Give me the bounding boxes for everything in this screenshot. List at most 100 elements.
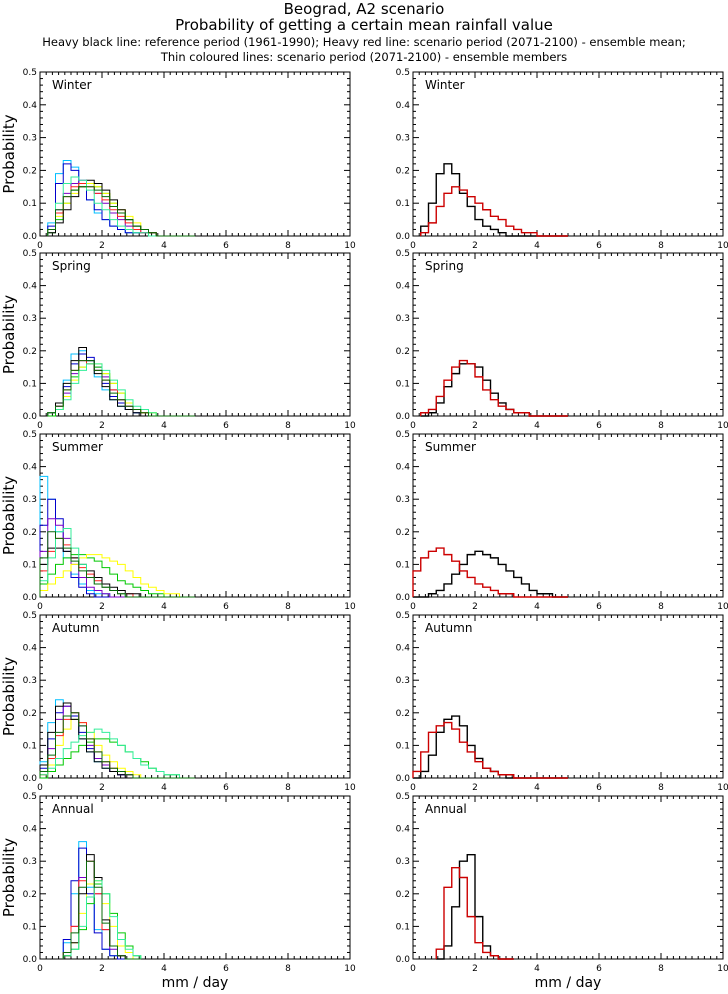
panel-spring-left: 0 2 4 6 8 10 0.0 0.1 0.2 0.3 0.4 0.5 Spring Probabili… [0,249,356,431]
plot-frame [412,252,724,417]
x-tick-label: 2 [472,241,478,251]
x-tick-label: 0 [410,964,416,974]
y-tick-label: 0.0 [23,232,38,242]
member-histogram [47,360,195,417]
panel-winter-right: 0 2 4 6 8 10 0.0 0.1 0.2 0.3 0.4 0.5 Winter [396,68,728,251]
x-tick-label: 0 [410,602,416,612]
x-tick-label: 10 [344,964,356,974]
y-tick-label: 0.1 [23,199,37,209]
y-tick-label: 0.3 [23,857,37,867]
legend-note-line-1: Heavy black line: reference period (1961… [42,35,686,49]
x-tick-label: 10 [717,241,728,251]
x-tick-label: 0 [37,241,43,251]
chart-title: Beograd, A2 scenario [283,0,445,18]
y-tick-label: 0.0 [396,955,411,965]
x-tick-label: 2 [472,602,478,612]
y-tick-label: 0.3 [396,857,410,867]
x-tick-label: 4 [534,964,540,974]
x-tick-label: 4 [161,783,167,793]
x-tick-label: 4 [161,964,167,974]
x-tick-label: 6 [596,964,602,974]
y-tick-label: 0.4 [23,463,38,473]
x-tick-label: 8 [285,241,291,251]
x-tick-label: 6 [596,421,602,431]
y-axis-label: Probability [0,657,18,736]
x-tick-label: 0 [37,964,43,974]
panel-winter-left: 0 2 4 6 8 10 0.0 0.1 0.2 0.3 0.4 0.5 Winter Probabili… [0,68,356,251]
y-tick-label: 0.1 [396,199,410,209]
y-axis-label: Probability [0,476,18,555]
y-tick-label: 0.1 [396,741,410,751]
member-histogram [47,347,195,417]
x-tick-label: 0 [410,783,416,793]
season-label: Annual [52,802,94,816]
panel-spring-right: 0 2 4 6 8 10 0.0 0.1 0.2 0.3 0.4 0.5 Spring [396,249,728,431]
x-tick-label: 4 [534,602,540,612]
season-label: Summer [425,440,476,454]
x-tick-label: 2 [472,964,478,974]
x-tick-label: 6 [223,421,229,431]
y-tick-label: 0.2 [396,347,410,357]
x-tick-label: 0 [410,421,416,431]
plot-frame [39,71,351,237]
y-tick-label: 0.2 [396,890,410,900]
x-tick-label: 6 [223,783,229,793]
season-label: Summer [52,440,103,454]
y-tick-label: 0.3 [396,314,410,324]
y-axis-label: Probability [0,295,18,374]
y-tick-label: 0.2 [396,709,410,719]
member-histogram [47,360,195,417]
x-tick-label: 6 [223,241,229,251]
x-tick-label: 8 [285,602,291,612]
y-tick-label: 0.2 [23,166,37,176]
y-tick-label: 0.2 [396,528,410,538]
member-histogram [47,179,195,237]
y-tick-label: 0.3 [23,676,37,686]
y-axis-label: Probability [0,838,18,917]
member-histogram [39,712,195,779]
member-histogram [47,163,195,237]
y-tick-label: 0.5 [396,792,410,802]
x-tick-label: 10 [344,421,356,431]
x-tick-label: 4 [161,602,167,612]
y-tick-label: 0.0 [396,412,411,422]
plot-frame [39,614,351,779]
member-histogram [39,554,195,598]
x-tick-label: 8 [285,964,291,974]
y-tick-label: 0.2 [396,166,410,176]
x-tick-label: 8 [658,241,664,251]
member-histogram [62,847,141,960]
chart-subtitle: Probability of getting a certain mean ra… [175,16,553,34]
y-axis-label: Probability [0,114,18,193]
x-tick-label: 2 [99,241,105,251]
x-tick-label: 10 [717,783,728,793]
y-tick-label: 0.3 [23,314,37,324]
x-tick-label: 2 [99,964,105,974]
y-tick-label: 0.3 [396,495,410,505]
x-tick-label: 4 [534,421,540,431]
scenario-mean-histogram [420,359,568,417]
panel-annual-left: 0 2 4 6 8 10 0.0 0.1 0.2 0.3 0.4 0.5 Annual Probabili… [0,792,356,974]
x-tick-label: 6 [596,241,602,251]
x-tick-label: 10 [344,783,356,793]
member-histogram [39,531,195,598]
plot-frame [39,252,351,417]
x-tick-label: 0 [37,421,43,431]
y-tick-label: 0.0 [23,955,38,965]
x-tick-label: 8 [658,783,664,793]
y-tick-label: 0.1 [23,922,37,932]
reference-histogram [413,550,568,598]
x-tick-label: 6 [596,783,602,793]
y-tick-label: 0.2 [23,709,37,719]
y-tick-label: 0.3 [23,134,37,144]
x-tick-label: 8 [658,421,664,431]
season-label: Winter [52,78,92,92]
member-histogram [39,728,195,779]
y-tick-label: 0.5 [396,611,410,621]
x-tick-label: 4 [534,241,540,251]
x-tick-label: 2 [99,421,105,431]
y-tick-label: 0.4 [396,101,411,111]
panel-autumn-left: 0 2 4 6 8 10 0.0 0.1 0.2 0.3 0.4 0.5 Autumn Probabili… [0,611,356,793]
x-tick-label: 6 [596,602,602,612]
